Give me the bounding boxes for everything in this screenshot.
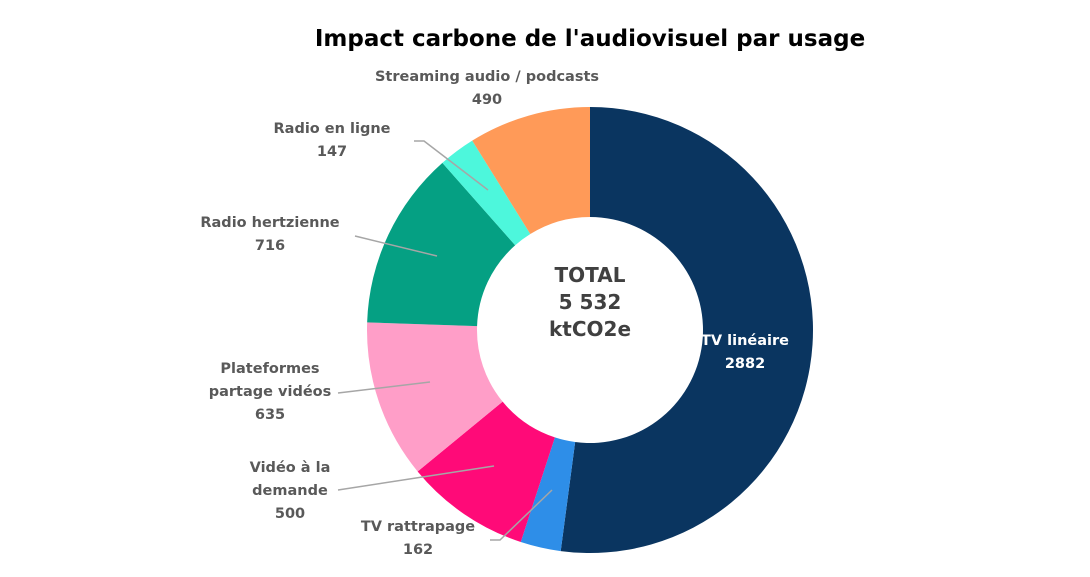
leader-line [414, 140, 489, 191]
leader-line [337, 465, 495, 491]
label-radio-en-ligne: Radio en ligne 147 [274, 118, 391, 164]
center-line-2: 5 532 [558, 290, 622, 314]
center-line-1: TOTAL [554, 263, 626, 287]
label-streaming-audio: Streaming audio / podcasts 490 [375, 66, 599, 112]
donut-slice-radio-en-ligne [442, 140, 531, 246]
leader-line [490, 489, 553, 541]
label-name-2: demande [252, 483, 328, 499]
donut-slice-vid-o-la-demande [417, 401, 555, 542]
label-name: Streaming audio / podcasts [374, 69, 600, 85]
label-value: 2882 [724, 356, 766, 372]
label-value: 716 [254, 238, 286, 254]
label-value: 490 [471, 92, 503, 108]
label-name: Radio en ligne [273, 121, 391, 137]
donut-slice-radio-hertzienne [367, 162, 516, 327]
donut-slice-plateformes-partage-vid-os [367, 322, 503, 472]
label-plateformes: Plateformes partage vidéos 635 [209, 358, 332, 427]
donut-slice-streaming-audio-podcasts [472, 107, 590, 235]
leader-line [337, 381, 431, 394]
label-value: 147 [316, 144, 348, 160]
center-total-label: TOTAL 5 532 ktCO2e [549, 262, 631, 343]
label-name: TV rattrapage [360, 519, 476, 535]
label-name: Plateformes [220, 361, 320, 377]
label-radio-hertzienne: Radio hertzienne 716 [200, 212, 339, 258]
center-line-3: ktCO2e [548, 317, 632, 341]
label-value: 500 [274, 506, 306, 522]
label-name-2: partage vidéos [208, 384, 332, 400]
label-name: TV linéaire [701, 333, 789, 349]
donut-slice-tv-lin-aire [560, 107, 814, 554]
label-tv-rattrapage: TV rattrapage 162 [361, 516, 475, 562]
label-vod: Vidéo à la demande 500 [250, 457, 331, 526]
label-value: 635 [254, 407, 286, 423]
label-tv-lineaire: TV linéaire 2882 [701, 330, 789, 376]
leader-line [354, 235, 438, 257]
label-name: Vidéo à la [249, 460, 331, 476]
label-name: Radio hertzienne [200, 215, 340, 231]
chart-title: Impact carbone de l'audiovisuel par usag… [314, 26, 866, 52]
label-value: 162 [402, 542, 434, 558]
